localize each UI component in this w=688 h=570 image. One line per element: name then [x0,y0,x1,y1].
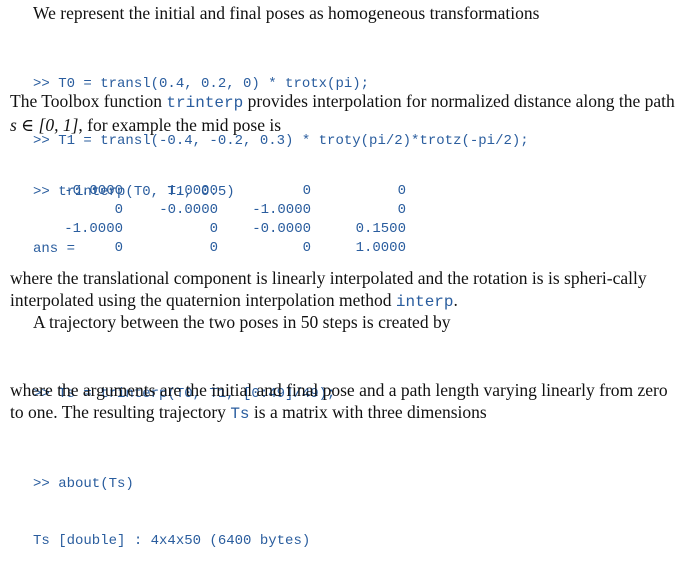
matrix-cell: 0 [114,202,123,218]
code-line: >> about(Ts) [33,476,134,492]
code-line: Ts [double] : 4x4x50 (6400 bytes) [33,533,311,549]
inline-code: trinterp [166,94,244,112]
code-line: >> trinterp(T0, T1, 0.5) [33,184,235,200]
code-line: ans = [33,241,76,257]
code-block-trinterp: >> trinterp(T0, T1, 0.5) ans = [33,145,235,278]
inline-code: interp [395,293,454,311]
matrix-cell: 0 [302,183,311,199]
paragraph-arguments: where the arguments are the initial and … [10,380,668,423]
code-line: >> T0 = transl(0.4, 0.2, 0) * trotx(pi); [33,76,370,92]
code-block-poses: >> T0 = transl(0.4, 0.2, 0) * trotx(pi);… [33,37,529,170]
intro-text: We represent the initial and final poses… [33,3,540,23]
result-matrix: -0.0000 1.0000 0 0 0 -0.0000 -1.0000 0 -… [33,182,413,258]
matrix-cell: 1.0000 [355,240,406,256]
matrix-cell: 0 [209,240,218,256]
matrix-cell: -1.0000 [64,221,123,237]
matrix-cell: -0.0000 [252,221,311,237]
matrix-cell: -0.0000 [159,202,218,218]
matrix-cell: 0 [397,183,406,199]
matrix-cell: 0 [114,240,123,256]
matrix-cell: -0.0000 [64,183,123,199]
matrix-cell: 0.1500 [355,221,406,237]
matrix-cell: 1.0000 [167,183,218,199]
code-block-trajectory: >> Ts = trinterp(T0, T1, [0:49]/49); [33,347,335,423]
paragraph-interpolation: where the translational component is lin… [10,268,647,311]
paragraph-trinterp: The Toolbox function trinterp provides i… [10,91,675,135]
matrix-cell: -1.0000 [252,202,311,218]
matrix-cell: 0 [302,240,311,256]
inline-code: Ts [230,405,250,423]
matrix-cell: 0 [397,202,406,218]
math-expression: s ∈ [0, 1] [10,115,79,135]
matrix-cell: 0 [209,221,218,237]
code-line: >> Ts = trinterp(T0, T1, [0:49]/49); [33,386,336,402]
paragraph-trajectory: A trajectory between the two poses in 50… [33,312,451,332]
code-line: >> T1 = transl(-0.4, -0.2, 0.3) * troty(… [33,133,529,149]
code-block-about: >> about(Ts) Ts [double] : 4x4x50 (6400 … [33,437,310,570]
